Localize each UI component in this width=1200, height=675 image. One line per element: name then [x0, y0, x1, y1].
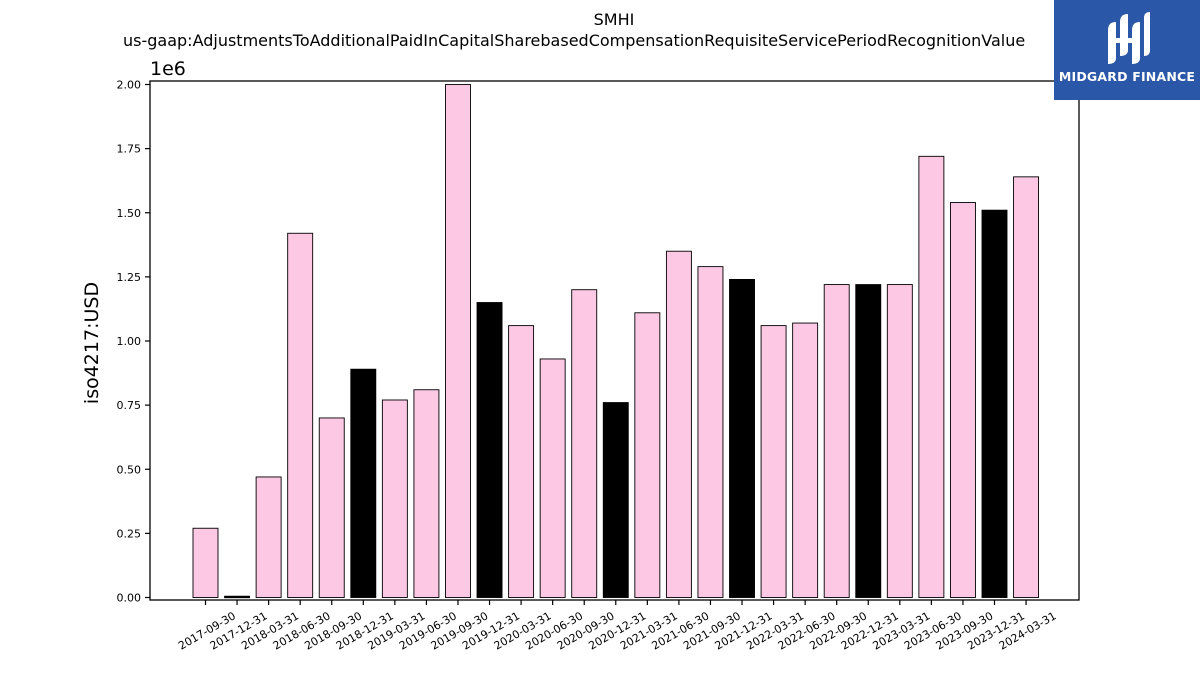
y-tick-label: 0.75	[117, 399, 142, 412]
y-tick-label: 0.25	[117, 527, 142, 540]
bar	[381, 399, 408, 598]
bar	[665, 250, 692, 598]
bar	[287, 232, 314, 598]
plot-frame	[149, 80, 1080, 601]
bar	[350, 368, 377, 598]
bar	[697, 266, 724, 598]
bar	[255, 476, 282, 598]
chart-subtitle: us-gaap:AdjustmentsToAdditionalPaidInCap…	[123, 31, 1025, 50]
bar	[192, 527, 219, 598]
x-axis-ticks: 2017-09-302017-12-312018-03-312018-06-30…	[176, 600, 1059, 653]
bar	[508, 325, 535, 598]
midgard-finance-logo: MIDGARD FINANCE	[1054, 0, 1200, 100]
bar	[729, 278, 755, 598]
bar	[823, 284, 850, 598]
y-axis-ticks: 0.00 0.25 0.50 0.75 1.00 1.25 1.50 1.75 2.00	[117, 79, 150, 605]
bar-series	[192, 84, 1040, 599]
y-axis-scale-label: 1e6	[150, 58, 186, 80]
bar	[918, 155, 945, 598]
bar	[855, 284, 882, 598]
bar	[571, 289, 598, 598]
bar	[224, 595, 251, 599]
bar	[476, 302, 503, 598]
bar	[445, 84, 471, 598]
bar	[981, 209, 1008, 598]
bar	[792, 322, 819, 598]
logo-mark-icon	[1108, 12, 1150, 64]
logo-text: MIDGARD FINANCE	[1058, 69, 1196, 84]
bar	[760, 325, 787, 598]
bar	[539, 358, 566, 598]
bar	[1013, 176, 1040, 598]
bar	[602, 402, 629, 598]
bar	[413, 389, 440, 598]
y-tick-label: 0.50	[117, 463, 142, 476]
y-axis-label: iso4217:USD	[81, 282, 103, 404]
y-tick-label: 0.00	[117, 592, 142, 605]
bar	[949, 202, 976, 598]
chart-title: SMHI	[594, 10, 635, 29]
y-tick-label: 2.00	[117, 79, 142, 92]
bar	[886, 284, 913, 598]
y-tick-label: 1.00	[117, 335, 142, 348]
y-tick-label: 1.75	[117, 143, 142, 156]
bar	[634, 312, 661, 598]
y-tick-label: 1.50	[117, 207, 142, 220]
y-tick-label: 1.25	[117, 271, 142, 284]
bar	[318, 417, 345, 598]
